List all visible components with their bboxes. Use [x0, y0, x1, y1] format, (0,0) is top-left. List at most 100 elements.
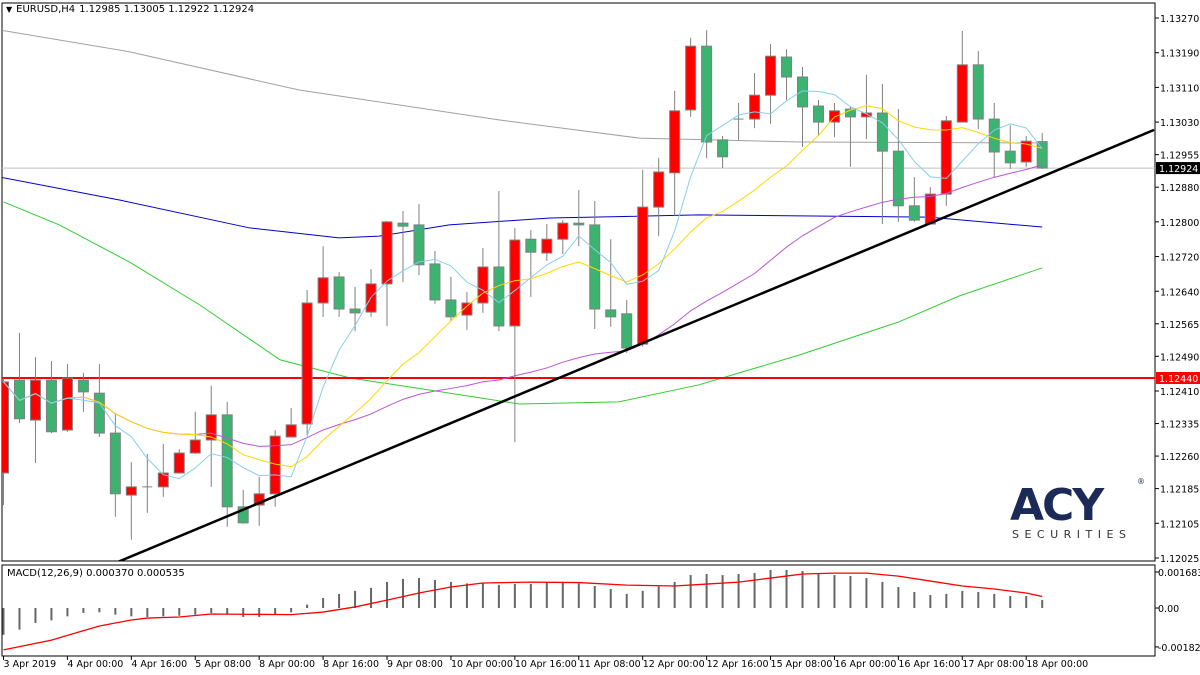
time-tick-label: 3 Apr 2019 [4, 659, 57, 670]
candle [509, 227, 521, 443]
candle [892, 109, 904, 222]
candle [876, 83, 888, 225]
trendline[interactable] [117, 128, 1155, 562]
candle [93, 364, 105, 437]
macd-tick-label: -0.00182 [1158, 643, 1200, 654]
candle-body [797, 76, 808, 108]
candle-body [781, 56, 793, 78]
price-tick-label: 1.12185 [1160, 485, 1199, 496]
candle [125, 462, 137, 540]
candle-body [205, 414, 217, 441]
candle-body [828, 110, 840, 123]
ma-mid-line [3, 105, 1043, 468]
candle-body [924, 193, 936, 225]
candle-body [477, 266, 489, 304]
price-tick-label: 1.12880 [1160, 183, 1199, 194]
price-tick-label: 1.12640 [1160, 287, 1199, 298]
candle-body [573, 222, 585, 226]
candle [253, 476, 265, 526]
candle-body [557, 222, 569, 240]
candle [860, 74, 872, 140]
candle-body [812, 105, 824, 123]
candle-body [349, 308, 361, 314]
macd-tick-label: 0.00 [1158, 604, 1179, 615]
time-tick-label: 18 Apr 00:00 [1026, 659, 1088, 670]
candle [669, 90, 681, 216]
candle [349, 286, 361, 332]
candle-body [109, 432, 121, 495]
symbol-timeframe: EURUSD,H4 [16, 4, 76, 15]
price-tick-label: 1.12720 [1160, 253, 1199, 264]
candle [749, 73, 761, 129]
candle [205, 385, 217, 487]
candle-body [285, 424, 297, 438]
price-tick-label: 1.12025 [1160, 554, 1199, 565]
macd-header: MACD(12,26,9) 0.000370 0.000535 [7, 568, 185, 579]
collapse-triangle-icon[interactable]: ▼ [6, 5, 13, 14]
candle-body [908, 205, 920, 221]
candle [381, 220, 393, 326]
candle-body [892, 150, 904, 207]
candle [13, 332, 25, 424]
candle-body [1020, 140, 1032, 163]
candle [142, 453, 153, 513]
time-tick-label: 9 Apr 08:00 [387, 659, 443, 670]
price-tick-label: 1.12260 [1160, 452, 1199, 463]
price-tick-label: 1.12490 [1160, 352, 1199, 363]
candle [940, 116, 952, 206]
candle [29, 357, 41, 464]
time-tick-label: 11 Apr 08:00 [579, 659, 641, 670]
candle [972, 50, 984, 130]
time-tick-label: 4 Apr 00:00 [67, 659, 123, 670]
candle-body [701, 45, 713, 143]
candle-body [765, 55, 777, 96]
candle [525, 230, 537, 297]
candle-body [317, 277, 329, 304]
candle-body [429, 263, 441, 301]
candle [45, 361, 57, 434]
candle-body [29, 379, 41, 421]
time-tick-label: 15 Apr 08:00 [771, 659, 833, 670]
price-tick-label: 1.13270 [1160, 14, 1199, 25]
ma-fast-line [3, 90, 1043, 480]
candle [445, 276, 457, 322]
candle-body [541, 238, 553, 254]
candle-body [61, 377, 73, 431]
time-tick-label: 8 Apr 00:00 [259, 659, 315, 670]
candle-body [860, 112, 872, 118]
candle-body [173, 452, 185, 474]
candle-body [940, 120, 952, 195]
ma-gray-line [2, 29, 1043, 144]
time-tick-label: 17 Apr 08:00 [962, 659, 1024, 670]
candle [317, 246, 329, 317]
candle [109, 413, 121, 517]
candle-body [621, 313, 633, 349]
macd-panel-frame [1, 564, 1156, 657]
candle [461, 292, 473, 330]
candle [685, 37, 697, 117]
candle [797, 67, 808, 147]
candle [285, 407, 297, 438]
time-tick-label: 16 Apr 16:00 [898, 659, 960, 670]
candle [333, 272, 345, 317]
ohlc-values: 1.12985 1.13005 1.12922 1.12924 [79, 4, 255, 15]
candle [605, 239, 617, 327]
candle-body [1004, 150, 1016, 164]
candle-body [749, 94, 761, 120]
candle [173, 449, 185, 474]
candle [1036, 132, 1048, 169]
candle-body [637, 206, 649, 345]
candle-body [876, 112, 888, 152]
candle-body [45, 379, 57, 433]
candle-body [972, 64, 984, 120]
time-tick-label: 8 Apr 16:00 [323, 659, 379, 670]
current-price-label-bg [1156, 162, 1200, 175]
candle-body [381, 221, 393, 285]
candle-body [525, 238, 537, 253]
chart-header: ▼ EURUSD,H4 1.12985 1.13005 1.12922 1.12… [6, 4, 254, 15]
candle [1020, 135, 1032, 167]
candle-body [413, 224, 425, 266]
price-tick-label: 1.13110 [1160, 83, 1199, 94]
candle [237, 489, 249, 524]
